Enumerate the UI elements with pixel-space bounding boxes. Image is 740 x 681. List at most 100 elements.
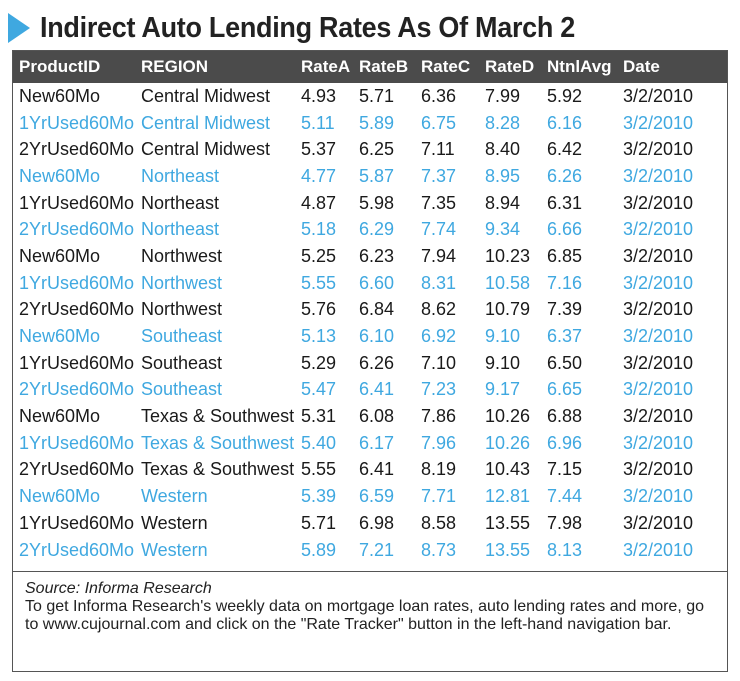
table-cell: 7.74: [421, 219, 457, 240]
table-cell: 3/2/2010: [623, 432, 694, 453]
table-row: 1YrUsed60Mo Texas & Southwest 5.40 6.17 7.96…: [13, 430, 727, 457]
table-cell: 5.89: [359, 112, 395, 133]
table-cell: 5.37: [301, 139, 337, 160]
source-footer: Source: Informa Research To get Informa …: [13, 571, 727, 671]
table-cell: 8.73: [421, 539, 457, 560]
table-cell: 6.31: [547, 192, 583, 213]
table-cell: 10.43: [485, 459, 531, 480]
table-cell: 5.29: [301, 352, 337, 373]
table-cell: 6.37: [547, 326, 583, 347]
table-cell: 10.58: [485, 272, 531, 293]
table-cell: 10.23: [485, 245, 531, 266]
table-cell: 3/2/2010: [623, 486, 694, 507]
table-cell: 2YrUsed60Mo: [19, 139, 135, 160]
column-header: RateC: [421, 57, 471, 76]
table-cell: 1YrUsed60Mo: [19, 112, 135, 133]
table-cell: Western: [141, 512, 208, 533]
table-cell: 8.95: [485, 165, 521, 186]
table-cell: Southeast: [141, 379, 223, 400]
table-cell: 6.26: [359, 352, 395, 373]
table-cell: 13.55: [485, 512, 531, 533]
table-cell: 12.81: [485, 486, 531, 507]
table-cell: 6.85: [547, 245, 583, 266]
table-cell: 9.10: [485, 352, 521, 373]
table-cell: 5.40: [301, 432, 337, 453]
table-cell: 7.21: [359, 539, 395, 560]
table-cell: 3/2/2010: [623, 219, 694, 240]
table-cell: Texas & Southwest: [141, 432, 295, 453]
table-cell: 5.18: [301, 219, 337, 240]
column-header: Date: [623, 57, 660, 76]
table-cell: 5.39: [301, 486, 337, 507]
table-cell: 6.98: [359, 512, 395, 533]
table-cell: 6.84: [359, 299, 395, 320]
table-cell: 3/2/2010: [623, 326, 694, 347]
table-cell: 5.55: [301, 459, 337, 480]
table-cell: 7.94: [421, 245, 457, 266]
table-cell: 3/2/2010: [623, 85, 694, 106]
table-row: 1YrUsed60Mo Southeast 5.29 6.26 7.10 9.10 6.50…: [13, 350, 727, 377]
table-cell: 2YrUsed60Mo: [19, 539, 135, 560]
table-cell: 7.37: [421, 165, 457, 186]
table-cell: New60Mo: [19, 486, 101, 507]
table-cell: 6.50: [547, 352, 583, 373]
table-cell: 1YrUsed60Mo: [19, 192, 135, 213]
table-cell: 6.26: [547, 165, 583, 186]
title-bar: Indirect Auto Lending Rates As Of March …: [8, 8, 615, 48]
table-cell: 10.26: [485, 432, 531, 453]
table-cell: Central Midwest: [141, 112, 271, 133]
table-cell: 6.41: [359, 459, 395, 480]
table-cell: 6.41: [359, 379, 395, 400]
rates-table: ProductID REGION RateA RateB RateC RateD NtnlA…: [13, 51, 727, 563]
table-cell: 8.28: [485, 112, 521, 133]
table-cell: 8.40: [485, 139, 521, 160]
table-cell: 2YrUsed60Mo: [19, 219, 135, 240]
table-cell: Southeast: [141, 352, 223, 373]
play-arrow-icon: [8, 13, 30, 43]
table-cell: 7.99: [485, 85, 521, 106]
column-header: ProductID: [19, 57, 101, 76]
table-cell: New60Mo: [19, 85, 101, 106]
table-row: New60Mo Southeast 5.13 6.10 6.92 9.10 6.37 3/2/…: [13, 323, 727, 350]
table-row: 2YrUsed60Mo Western 5.89 7.21 8.73 13.55 8.13 3…: [13, 537, 727, 564]
table-row: 1YrUsed60Mo Northeast 4.87 5.98 7.35 8.94 6.31…: [13, 190, 727, 217]
table-cell: 3/2/2010: [623, 379, 694, 400]
table-cell: 1YrUsed60Mo: [19, 352, 135, 373]
table-cell: 6.60: [359, 272, 395, 293]
table-row: 2YrUsed60Mo Northwest 5.76 6.84 8.62 10.79 7.3…: [13, 297, 727, 324]
table-cell: 7.23: [421, 379, 457, 400]
table-cell: 2YrUsed60Mo: [19, 379, 135, 400]
table-cell: 3/2/2010: [623, 406, 694, 427]
table-cell: 6.25: [359, 139, 395, 160]
table-cell: Northeast: [141, 219, 220, 240]
table-cell: 5.71: [301, 512, 337, 533]
table-cell: 3/2/2010: [623, 165, 694, 186]
table-row: 2YrUsed60Mo Texas & Southwest 5.55 6.41 8.19…: [13, 457, 727, 484]
table-cell: New60Mo: [19, 165, 101, 186]
header-row: ProductID REGION RateA RateB RateC RateD NtnlA…: [13, 51, 727, 83]
table-cell: Central Midwest: [141, 139, 271, 160]
table-row: New60Mo Northeast 4.77 5.87 7.37 8.95 6.26 3/2/…: [13, 163, 727, 190]
table-cell: 6.36: [421, 85, 457, 106]
table-cell: 1YrUsed60Mo: [19, 512, 135, 533]
table-cell: 13.55: [485, 539, 531, 560]
table-cell: 8.19: [421, 459, 457, 480]
table-row: New60Mo Northwest 5.25 6.23 7.94 10.23 6.85 3/2…: [13, 243, 727, 270]
table-cell: 9.34: [485, 219, 521, 240]
table-cell: 8.94: [485, 192, 521, 213]
table-cell: 3/2/2010: [623, 352, 694, 373]
footer-note: To get Informa Research's weekly data on…: [25, 598, 704, 633]
table-cell: 5.89: [301, 539, 337, 560]
table-cell: 6.65: [547, 379, 583, 400]
table-row: New60Mo Central Midwest 4.93 5.71 6.36 7.99 5.…: [13, 83, 727, 110]
table-cell: Northeast: [141, 165, 220, 186]
table-cell: Northwest: [141, 272, 223, 293]
column-header: RateA: [301, 57, 351, 76]
table-cell: Western: [141, 486, 208, 507]
table-cell: 5.47: [301, 379, 337, 400]
table-cell: 8.13: [547, 539, 583, 560]
table-cell: 7.35: [421, 192, 457, 213]
table-cell: Central Midwest: [141, 85, 271, 106]
table-row: New60Mo Western 5.39 6.59 7.71 12.81 7.44 3/2/2…: [13, 483, 727, 510]
table-cell: 6.23: [359, 245, 395, 266]
